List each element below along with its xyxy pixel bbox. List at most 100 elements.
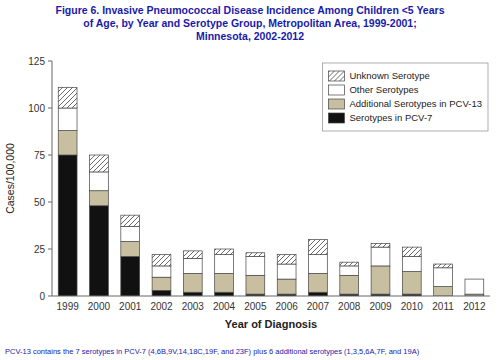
bar-segment — [246, 275, 265, 294]
bar-segment — [183, 258, 202, 273]
x-tick-label: 2010 — [401, 301, 424, 312]
bar-segment — [215, 292, 234, 296]
bar-segment — [371, 266, 390, 294]
x-axis-label: Year of Diagnosis — [225, 318, 317, 330]
bar-segment — [183, 273, 202, 292]
bar-segment — [183, 292, 202, 296]
legend-label: Other Serotypes — [349, 84, 418, 95]
bar-segment — [121, 226, 140, 241]
chart-container: Figure 6. Invasive Pneumococcal Disease … — [0, 0, 500, 360]
title: Figure 6. Invasive Pneumococcal Disease … — [56, 4, 445, 16]
legend-label: Additional Serotypes in PCV-13 — [349, 98, 482, 109]
x-tick-label: 2006 — [276, 301, 299, 312]
bar-segment — [434, 287, 453, 296]
bar-segment — [434, 268, 453, 287]
bar-segment — [152, 290, 171, 296]
y-tick — [48, 296, 52, 297]
bar-segment — [340, 275, 359, 294]
legend-swatch — [328, 99, 344, 109]
x-tick-label: 2008 — [338, 301, 361, 312]
x-tick-label: 1999 — [57, 301, 80, 312]
x-tick-label: 2007 — [307, 301, 330, 312]
x-axis: 1999 2000 2001 2002 2003 2004 2005 2006 2007 2008… — [57, 301, 486, 312]
bar-segment — [90, 206, 109, 296]
bar-segment — [309, 292, 328, 296]
title: Minnesota, 2002-2012 — [196, 30, 304, 42]
bar-segment — [215, 255, 234, 274]
chart: Figure 6. Invasive Pneumococcal Disease … — [0, 0, 500, 360]
bar-segment — [90, 155, 109, 172]
bar-segment — [277, 279, 296, 294]
x-tick-label: 2001 — [119, 301, 142, 312]
bar-segment — [152, 266, 171, 277]
bar-segment — [58, 131, 77, 155]
y-tick — [48, 202, 52, 203]
bar-segment — [121, 241, 140, 256]
y-tick-label: 125 — [28, 56, 45, 67]
bar-segment — [434, 264, 453, 268]
legend: Unknown Serotype Other Serotypes Additiona… — [322, 63, 488, 131]
series-3 — [58, 87, 452, 267]
bar-segment — [465, 279, 484, 294]
bar-segment — [465, 279, 484, 280]
bar-segment — [121, 257, 140, 296]
bar-segment — [246, 253, 265, 257]
y-tick — [48, 61, 52, 62]
bar-segment — [371, 247, 390, 266]
bar-segment — [340, 262, 359, 266]
x-tick-label: 2005 — [244, 301, 267, 312]
series-1 — [58, 131, 483, 296]
bar-segment — [58, 87, 77, 108]
legend-label: Unknown Serotype — [349, 70, 429, 81]
bar-segment — [121, 215, 140, 226]
y-tick-label: 100 — [28, 103, 45, 114]
legend-frame — [322, 63, 488, 131]
x-tick-label: 2003 — [182, 301, 205, 312]
legend-label: Serotypes in PCV-7 — [349, 112, 432, 123]
bar-segment — [402, 257, 421, 272]
bar-segment — [371, 243, 390, 247]
y-tick — [48, 249, 52, 250]
bar-segment — [309, 255, 328, 274]
y-tick-label: 75 — [34, 150, 46, 161]
x-tick-label: 2012 — [463, 301, 486, 312]
y-tick — [48, 108, 52, 109]
bar-segment — [152, 255, 171, 266]
x-tick-label: 2004 — [213, 301, 236, 312]
x-tick-label: 2002 — [150, 301, 173, 312]
x-axis-line — [52, 296, 490, 297]
bar-segment — [183, 251, 202, 259]
bar-segment — [90, 191, 109, 206]
bar-segment — [215, 249, 234, 255]
bar-segment — [309, 240, 328, 255]
bar-segment — [402, 272, 421, 295]
legend-swatch — [328, 113, 344, 123]
title: of Age, by Year and Serotype Group, Metr… — [83, 17, 416, 29]
y-tick — [48, 155, 52, 156]
y-axis: 0255075100125 — [28, 56, 52, 302]
bar-segment — [152, 277, 171, 290]
legend-swatch — [328, 85, 344, 95]
x-tick-label: 2011 — [432, 301, 454, 312]
bar-segment — [58, 155, 77, 296]
bar-segment — [277, 255, 296, 264]
legend-swatch — [328, 71, 344, 81]
y-tick-label: 50 — [34, 197, 46, 208]
y-axis-label: Cases/100,000 — [4, 143, 16, 214]
bar-segment — [402, 247, 421, 256]
series-0 — [58, 155, 421, 296]
bar-segment — [340, 266, 359, 275]
y-axis-line — [52, 61, 53, 296]
background — [0, 0, 500, 360]
bar-segment — [215, 273, 234, 292]
bar-segment — [90, 172, 109, 191]
y-tick-label: 25 — [34, 244, 46, 255]
title-group: Figure 6. Invasive Pneumococcal Disease … — [56, 4, 445, 42]
bar-segment — [246, 257, 265, 276]
x-tick-label: 2009 — [369, 301, 392, 312]
footnote: PCV-13 contains the 7 serotypes in PCV-7… — [5, 347, 420, 356]
bar-segment — [309, 273, 328, 292]
bar-segment — [58, 108, 77, 131]
series-2 — [58, 108, 483, 294]
x-tick-label: 2000 — [88, 301, 111, 312]
